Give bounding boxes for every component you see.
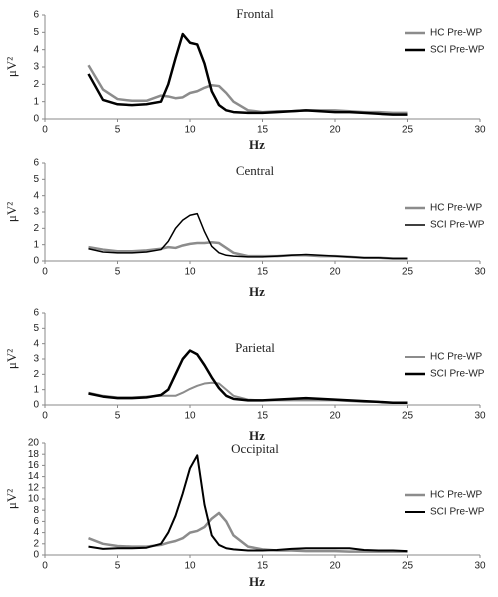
y-tick-label: 0 bbox=[33, 400, 39, 411]
y-tick-label: 6 bbox=[33, 516, 39, 527]
x-tick-label: 5 bbox=[115, 561, 121, 572]
data-line bbox=[88, 454, 408, 553]
x-tick-label: 30 bbox=[474, 411, 486, 422]
legend-label: SCI Pre-WP bbox=[430, 220, 485, 231]
data-line bbox=[88, 240, 408, 260]
x-tick-label: 20 bbox=[329, 267, 341, 278]
y-tick-label: 14 bbox=[28, 471, 40, 482]
x-tick-label: 10 bbox=[184, 411, 196, 422]
y-axis-label: μV² bbox=[4, 349, 19, 369]
data-line bbox=[88, 212, 408, 260]
chart-title: Central bbox=[236, 163, 275, 178]
x-tick-label: 20 bbox=[329, 125, 341, 136]
y-tick-label: 0 bbox=[33, 114, 39, 125]
y-tick-label: 4 bbox=[33, 44, 39, 55]
x-tick-label: 5 bbox=[115, 125, 121, 136]
x-tick-label: 30 bbox=[474, 561, 486, 572]
legend-label: HC Pre-WP bbox=[430, 490, 483, 501]
x-axis-label: Hz bbox=[249, 284, 265, 299]
y-tick-label: 1 bbox=[33, 384, 39, 395]
legend-label: SCI Pre-WP bbox=[430, 507, 485, 518]
x-axis-label: Hz bbox=[249, 574, 265, 589]
y-tick-label: 8 bbox=[33, 505, 39, 516]
x-tick-label: 15 bbox=[257, 561, 269, 572]
x-tick-label: 20 bbox=[329, 561, 341, 572]
x-axis-label: Hz bbox=[249, 137, 265, 152]
y-tick-label: 12 bbox=[28, 482, 40, 493]
y-tick-label: 3 bbox=[33, 62, 39, 73]
legend-label: HC Pre-WP bbox=[430, 203, 483, 214]
x-tick-label: 10 bbox=[184, 125, 196, 136]
y-tick-label: 2 bbox=[33, 223, 39, 234]
legend-label: SCI Pre-WP bbox=[430, 369, 485, 380]
x-tick-label: 0 bbox=[42, 267, 48, 278]
legend-label: HC Pre-WP bbox=[430, 28, 483, 39]
data-line bbox=[88, 511, 408, 553]
y-tick-label: 5 bbox=[33, 27, 39, 38]
x-tick-label: 25 bbox=[402, 125, 414, 136]
y-tick-label: 18 bbox=[28, 449, 40, 460]
y-tick-label: 20 bbox=[28, 438, 40, 449]
x-tick-label: 15 bbox=[257, 125, 269, 136]
x-tick-label: 15 bbox=[257, 267, 269, 278]
x-tick-label: 30 bbox=[474, 267, 486, 278]
x-axis-label: Hz bbox=[249, 428, 265, 443]
y-tick-label: 4 bbox=[33, 338, 39, 349]
x-tick-label: 5 bbox=[115, 411, 121, 422]
y-tick-label: 0 bbox=[33, 550, 39, 561]
x-tick-label: 10 bbox=[184, 267, 196, 278]
chart-title: Parietal bbox=[235, 340, 275, 355]
y-tick-label: 5 bbox=[33, 174, 39, 185]
legend-label: HC Pre-WP bbox=[430, 352, 483, 363]
y-tick-label: 1 bbox=[33, 239, 39, 250]
y-tick-label: 3 bbox=[33, 354, 39, 365]
y-tick-label: 6 bbox=[33, 158, 39, 169]
y-tick-label: 5 bbox=[33, 323, 39, 334]
x-tick-label: 5 bbox=[115, 267, 121, 278]
chart-title: Frontal bbox=[236, 6, 274, 21]
y-tick-label: 4 bbox=[33, 190, 39, 201]
y-tick-label: 6 bbox=[33, 308, 39, 319]
x-tick-label: 0 bbox=[42, 561, 48, 572]
x-tick-label: 10 bbox=[184, 561, 196, 572]
y-tick-label: 6 bbox=[33, 10, 39, 21]
y-tick-label: 4 bbox=[33, 527, 39, 538]
y-axis-label: μV² bbox=[4, 202, 19, 222]
data-line bbox=[87, 64, 408, 115]
x-tick-label: 30 bbox=[474, 125, 486, 136]
y-tick-label: 3 bbox=[33, 207, 39, 218]
x-tick-label: 25 bbox=[402, 411, 414, 422]
chart-title: Occipital bbox=[231, 441, 279, 456]
legend-label: SCI Pre-WP bbox=[430, 45, 485, 56]
y-tick-label: 2 bbox=[33, 538, 39, 549]
y-tick-label: 10 bbox=[28, 494, 40, 505]
x-tick-label: 25 bbox=[402, 561, 414, 572]
x-tick-label: 0 bbox=[42, 125, 48, 136]
x-tick-label: 20 bbox=[329, 411, 341, 422]
y-tick-label: 16 bbox=[28, 460, 40, 471]
y-tick-label: 1 bbox=[33, 96, 39, 107]
x-tick-label: 0 bbox=[42, 411, 48, 422]
y-tick-label: 0 bbox=[33, 256, 39, 267]
data-line bbox=[88, 349, 408, 404]
y-tick-label: 2 bbox=[33, 369, 39, 380]
y-tick-label: 2 bbox=[33, 79, 39, 90]
x-tick-label: 25 bbox=[402, 267, 414, 278]
y-axis-label: μV² bbox=[4, 489, 19, 509]
x-tick-label: 15 bbox=[257, 411, 269, 422]
data-line bbox=[87, 32, 408, 116]
y-axis-label: μV² bbox=[4, 57, 19, 77]
